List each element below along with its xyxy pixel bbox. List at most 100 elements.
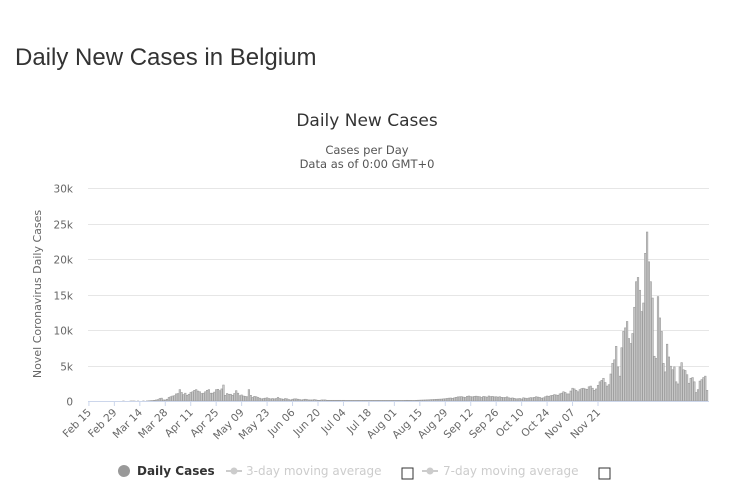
bar[interactable]: [664, 371, 667, 402]
bar[interactable]: [269, 398, 272, 402]
bar[interactable]: [329, 399, 332, 402]
bar[interactable]: [627, 338, 630, 402]
bar[interactable]: [509, 397, 512, 402]
bar[interactable]: [624, 327, 627, 402]
bar[interactable]: [267, 398, 270, 402]
bar[interactable]: [327, 399, 330, 402]
bar[interactable]: [153, 399, 156, 402]
bar[interactable]: [429, 399, 432, 402]
bar[interactable]: [226, 393, 229, 402]
bar[interactable]: [469, 396, 472, 402]
bar[interactable]: [613, 359, 616, 402]
bar[interactable]: [606, 385, 609, 402]
bar[interactable]: [440, 398, 443, 402]
bar[interactable]: [196, 390, 200, 402]
bar[interactable]: [262, 398, 265, 402]
bar[interactable]: [187, 393, 190, 402]
bar[interactable]: [696, 389, 700, 402]
bar[interactable]: [375, 400, 378, 402]
bar[interactable]: [315, 399, 318, 402]
bar[interactable]: [316, 399, 320, 402]
bar[interactable]: [260, 398, 263, 402]
bar[interactable]: [356, 400, 360, 402]
bar[interactable]: [373, 400, 376, 402]
bar[interactable]: [286, 398, 289, 402]
bar[interactable]: [693, 381, 696, 402]
legend-3-day-checkbox[interactable]: [401, 467, 414, 480]
bar[interactable]: [158, 398, 161, 402]
bar[interactable]: [671, 369, 674, 402]
bar[interactable]: [253, 396, 256, 402]
bar[interactable]: [520, 398, 523, 402]
bar[interactable]: [491, 396, 494, 402]
bar[interactable]: [433, 399, 436, 402]
bar[interactable]: [380, 400, 383, 402]
bar[interactable]: [336, 399, 340, 402]
bar[interactable]: [684, 370, 687, 402]
bar[interactable]: [280, 398, 283, 402]
bar[interactable]: [698, 380, 701, 402]
bar[interactable]: [426, 399, 429, 402]
bar[interactable]: [266, 397, 269, 402]
bar[interactable]: [227, 393, 230, 402]
bar[interactable]: [456, 396, 460, 402]
bar[interactable]: [467, 395, 470, 402]
bar[interactable]: [333, 399, 336, 402]
bar[interactable]: [322, 399, 325, 402]
legend-item-3-day-moving-average[interactable]: 3-day moving average: [226, 464, 414, 480]
bar[interactable]: [542, 397, 545, 402]
bar[interactable]: [284, 398, 287, 402]
bar[interactable]: [320, 399, 323, 402]
bar[interactable]: [424, 399, 427, 402]
bar[interactable]: [382, 400, 385, 402]
bar[interactable]: [473, 396, 476, 402]
bar[interactable]: [402, 400, 405, 402]
bar[interactable]: [371, 400, 374, 402]
legend-item-daily-cases[interactable]: Daily Cases: [118, 464, 215, 478]
bar[interactable]: [522, 397, 525, 402]
bar[interactable]: [204, 391, 207, 402]
bar[interactable]: [573, 388, 576, 402]
bar[interactable]: [500, 397, 503, 402]
bar[interactable]: [418, 399, 421, 402]
bar[interactable]: [524, 397, 527, 402]
bar[interactable]: [700, 379, 703, 402]
bar[interactable]: [164, 399, 167, 402]
bar[interactable]: [706, 390, 709, 402]
bar[interactable]: [616, 366, 620, 402]
bar[interactable]: [480, 397, 483, 402]
bar[interactable]: [582, 387, 585, 402]
bar[interactable]: [578, 389, 581, 402]
bar[interactable]: [220, 388, 223, 402]
bar[interactable]: [240, 394, 243, 402]
bar[interactable]: [540, 397, 543, 402]
bar[interactable]: [307, 399, 310, 402]
bar[interactable]: [506, 396, 509, 402]
bar[interactable]: [549, 395, 552, 402]
bar[interactable]: [609, 373, 612, 402]
bar[interactable]: [636, 277, 640, 402]
bar[interactable]: [411, 400, 414, 402]
bar[interactable]: [680, 362, 683, 402]
bar[interactable]: [564, 392, 567, 402]
bar[interactable]: [258, 397, 261, 402]
bar[interactable]: [569, 390, 572, 402]
bar[interactable]: [211, 392, 214, 402]
bar[interactable]: [231, 395, 234, 402]
bar[interactable]: [173, 395, 176, 402]
bar[interactable]: [351, 400, 354, 402]
bar[interactable]: [687, 382, 690, 402]
bar[interactable]: [342, 399, 345, 402]
bar[interactable]: [678, 366, 681, 402]
bar[interactable]: [618, 375, 621, 402]
bar[interactable]: [642, 302, 645, 402]
bar[interactable]: [282, 398, 285, 402]
bar[interactable]: [431, 399, 434, 402]
bar[interactable]: [162, 399, 165, 402]
bar[interactable]: [526, 398, 529, 402]
bar[interactable]: [535, 396, 538, 402]
bar[interactable]: [660, 331, 663, 402]
bar[interactable]: [193, 390, 196, 402]
bar[interactable]: [655, 358, 658, 402]
bar[interactable]: [591, 387, 594, 402]
